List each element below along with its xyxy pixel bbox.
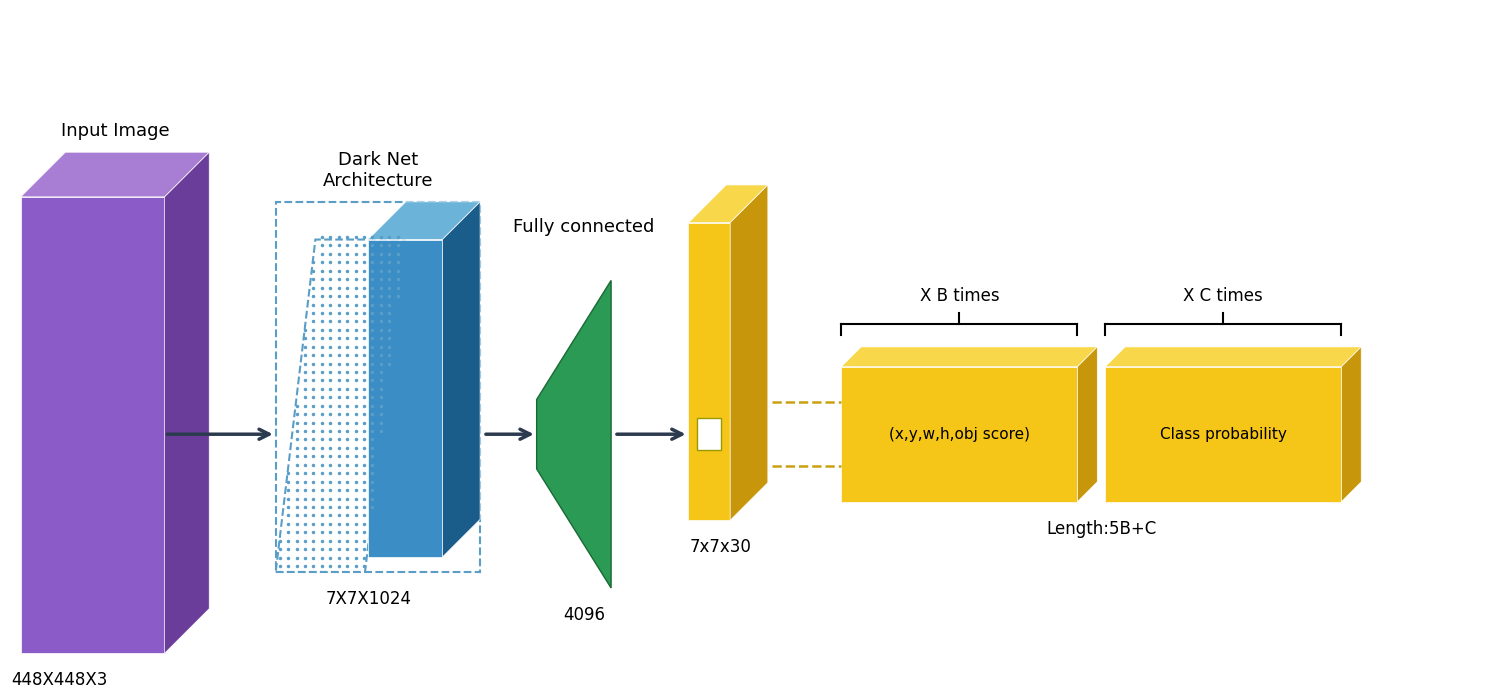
Polygon shape bbox=[1105, 347, 1361, 367]
Polygon shape bbox=[368, 202, 481, 240]
Polygon shape bbox=[368, 240, 443, 557]
Polygon shape bbox=[1341, 347, 1361, 502]
Text: 4096: 4096 bbox=[563, 606, 605, 624]
Text: Length:5B+C: Length:5B+C bbox=[1047, 520, 1157, 537]
Polygon shape bbox=[688, 185, 768, 222]
Polygon shape bbox=[276, 240, 404, 572]
Text: X C times: X C times bbox=[1184, 287, 1263, 305]
Text: (x,y,w,h,obj score): (x,y,w,h,obj score) bbox=[889, 427, 1030, 442]
Polygon shape bbox=[841, 367, 1077, 502]
Text: 7X7X1024: 7X7X1024 bbox=[326, 590, 412, 608]
Bar bbox=[276, 202, 481, 572]
Polygon shape bbox=[165, 152, 209, 653]
Polygon shape bbox=[21, 152, 209, 197]
Polygon shape bbox=[21, 197, 165, 653]
Polygon shape bbox=[688, 222, 730, 521]
Polygon shape bbox=[1105, 367, 1341, 502]
Text: Input Image: Input Image bbox=[60, 122, 170, 140]
Text: Class probability: Class probability bbox=[1160, 427, 1287, 442]
Text: Fully connected: Fully connected bbox=[514, 218, 655, 236]
Polygon shape bbox=[841, 347, 1098, 367]
Polygon shape bbox=[536, 280, 611, 588]
Polygon shape bbox=[1077, 347, 1098, 502]
Text: 7x7x30: 7x7x30 bbox=[689, 538, 751, 556]
Text: X B times: X B times bbox=[919, 287, 999, 305]
Text: Dark Net
Architecture: Dark Net Architecture bbox=[323, 151, 433, 190]
Text: 448X448X3: 448X448X3 bbox=[11, 671, 107, 689]
Polygon shape bbox=[730, 185, 768, 521]
Bar bbox=[697, 418, 721, 450]
Polygon shape bbox=[443, 202, 481, 557]
